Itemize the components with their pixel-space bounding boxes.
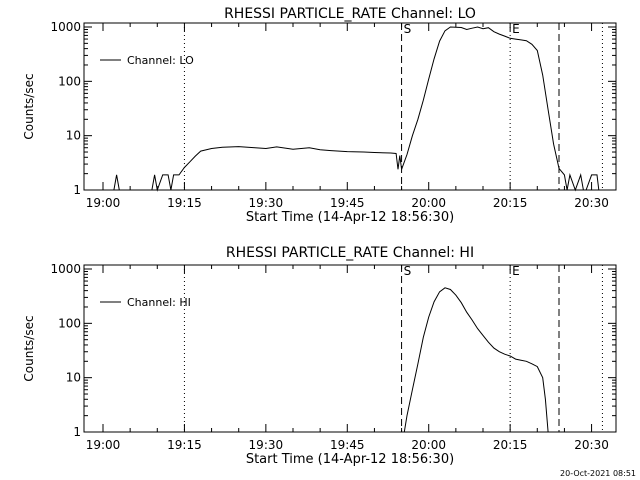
panel-1-x-tick-label: 20:30 <box>574 196 609 210</box>
panel-2-marker-label: S <box>404 264 412 278</box>
panel-2-y-axis-label: Counts/sec <box>22 315 36 381</box>
panel-2-x-tick-label: 20:00 <box>411 438 446 452</box>
panel-1-marker-label: S <box>404 22 412 36</box>
panel-1-x-tick-label: 19:45 <box>330 196 365 210</box>
panel-1-y-tick-label: 1000 <box>50 20 81 34</box>
panel-1-marker-label: E <box>512 22 520 36</box>
panel-2-x-tick-label: 19:30 <box>249 438 284 452</box>
panel-1-frame <box>83 22 617 191</box>
panel-2-x-tick-label: 20:30 <box>574 438 609 452</box>
panel-2-series-line <box>403 287 549 433</box>
panel-1-x-tick-label: 20:15 <box>493 196 528 210</box>
panel-2-y-tick-label: 1000 <box>50 262 81 276</box>
panel-2-y-tick-label: 100 <box>58 316 81 330</box>
panel-1-title: RHESSI PARTICLE_RATE Channel: LO <box>224 6 476 22</box>
panel-2-frame <box>83 264 617 433</box>
panel-2-x-axis-label: Start Time (14-Apr-12 18:56:30) <box>246 452 454 467</box>
panel-1-legend-label: Channel: LO <box>127 54 194 67</box>
panel-2-x-tick-label: 20:15 <box>493 438 528 452</box>
panel-2-x-tick-label: 19:45 <box>330 438 365 452</box>
panel-1-y-tick-label: 1 <box>73 183 81 197</box>
panel-2-x-tick-label: 19:15 <box>167 438 202 452</box>
panel-2-y-tick-label: 1 <box>73 425 81 439</box>
panel-1-x-axis-label: Start Time (14-Apr-12 18:56:30) <box>246 210 454 225</box>
panel-1-y-axis-label: Counts/sec <box>22 73 36 139</box>
panel-2-marker-label: E <box>512 264 520 278</box>
panel-1-x-tick-label: 19:30 <box>249 196 284 210</box>
panel-1-y-tick-label: 10 <box>66 129 81 143</box>
panel-1-x-tick-label: 19:00 <box>86 196 121 210</box>
panel-2-legend-label: Channel: HI <box>127 296 191 309</box>
panel-2-y-tick-label: 10 <box>66 371 81 385</box>
plot-timestamp: 20-Oct-2021 08:51 <box>560 469 636 478</box>
panel-2-x-tick-label: 19:00 <box>86 438 121 452</box>
panel-1-x-tick-label: 20:00 <box>411 196 446 210</box>
panel-1-series-line <box>84 26 616 192</box>
panel-2-title: RHESSI PARTICLE_RATE Channel: HI <box>226 245 474 261</box>
panel-1-x-tick-label: 19:15 <box>167 196 202 210</box>
panel-1-y-tick-label: 100 <box>58 74 81 88</box>
